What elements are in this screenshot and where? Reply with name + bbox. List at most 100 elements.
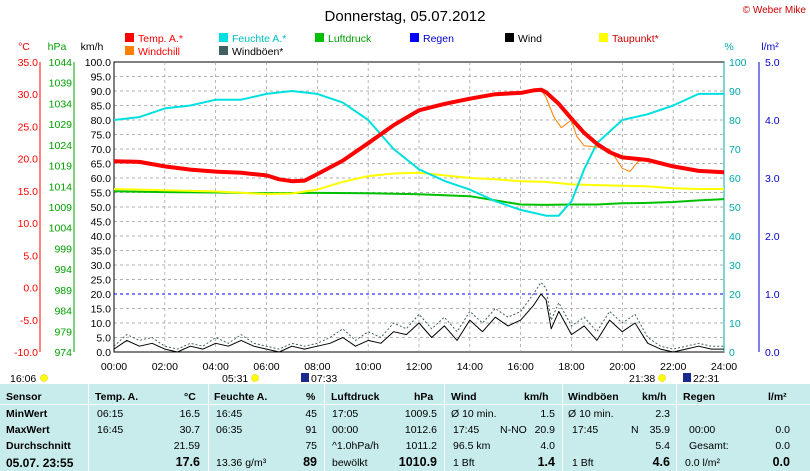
hum-tick-label: 10 xyxy=(729,318,741,330)
wind-tick-label: 0.0 xyxy=(96,347,111,359)
series-line-feuchte-a xyxy=(113,90,724,217)
temp-tick-label: -10.0 xyxy=(14,347,38,359)
x-tick-label: 02:00 xyxy=(152,361,178,373)
event-sunset: 21:38 xyxy=(629,373,655,384)
legend-swatch-dewpoint xyxy=(599,33,608,42)
wind-tick-label: 35.0 xyxy=(91,246,112,258)
wind-tick-label: 20.0 xyxy=(91,289,112,301)
x-tick-label: 06:00 xyxy=(253,361,279,373)
weather-chart: Donnerstag, 05.07.2012 © Weber Mike °C h… xyxy=(10,5,806,384)
x-tick-label: 24:00 xyxy=(711,361,737,373)
rain-tick-label: 2.0 xyxy=(765,231,780,243)
press-trend: ^1.0hPa/h xyxy=(332,440,379,452)
rain-tick-label: 5.0 xyxy=(765,57,780,69)
legend-label-gust: Windböen* xyxy=(232,46,283,58)
legend-label-humidity: Feuchte A.* xyxy=(232,33,286,45)
press-max-value: 1012.6 xyxy=(404,424,437,436)
wind-tick-label: 25.0 xyxy=(91,275,112,287)
rain-tick-label: 0.0 xyxy=(765,347,780,359)
x-tick-label: 04:00 xyxy=(203,361,229,373)
stats-header-hum-unit: % xyxy=(306,391,316,403)
hum-min-value: 45 xyxy=(305,408,317,420)
series-line-taupunkt xyxy=(113,171,724,196)
rain-current-value: 0.0 xyxy=(772,455,790,469)
hum-current-value: 89 xyxy=(303,455,317,469)
press-tick-label: 989 xyxy=(54,285,72,297)
event-moonset: 07:33 xyxy=(311,373,337,384)
temp-tick-label: 35.0 xyxy=(18,57,39,69)
temp-tick-label: 20.0 xyxy=(18,154,39,166)
wind-tick-label: 5.0 xyxy=(96,333,111,345)
hum-tick-label: 40 xyxy=(729,231,741,243)
legend-swatch-pressure xyxy=(315,33,324,42)
temp-axis-unit: °C xyxy=(18,41,30,53)
legend-swatch-temp xyxy=(125,33,134,42)
wind-tick-label: 60.0 xyxy=(91,173,112,185)
temp-tick-label: 0.0 xyxy=(23,283,38,295)
legend-label-temp: Temp. A.* xyxy=(138,33,183,45)
hum-avg-value: 75 xyxy=(305,440,317,452)
temp-tick-label: -5.0 xyxy=(20,315,38,327)
stats-header-wind-unit: km/h xyxy=(524,391,549,403)
legend-label-wind: Wind xyxy=(518,33,542,45)
stats-header-temp-unit: °C xyxy=(184,391,196,403)
temp-tick-label: 25.0 xyxy=(18,121,39,133)
rain-tick-label: 4.0 xyxy=(765,115,780,127)
wind-max-value: 20.9 xyxy=(534,424,555,436)
stats-header-wind: Wind xyxy=(451,391,477,403)
legend-swatch-windchill xyxy=(125,46,134,55)
press-min-time: 17:05 xyxy=(332,408,359,420)
astro-events: 16:06 05:31 07:33 21:38 22:31 xyxy=(10,373,719,384)
temp-current-value: 17.6 xyxy=(175,455,200,469)
hum-tick-label: 80 xyxy=(729,115,741,127)
legend-label-rain: Regen xyxy=(423,33,454,45)
gust-max-value: 35.9 xyxy=(649,424,670,436)
chart-grid xyxy=(113,61,725,353)
press-avg-value: 1011.2 xyxy=(405,440,437,452)
x-tick-label: 20:00 xyxy=(609,361,635,373)
hum-tick-label: 60 xyxy=(729,173,741,185)
wind-max-direction: N-NO xyxy=(500,424,527,436)
x-tick-label: 14:00 xyxy=(457,361,483,373)
hum-max-value: 91 xyxy=(305,424,317,436)
gust-avg10-value: 2.3 xyxy=(655,408,670,420)
press-tick-label: 1019 xyxy=(49,161,73,173)
x-tick-label: 12:00 xyxy=(406,361,432,373)
temp-max-time: 16:45 xyxy=(97,424,124,436)
rain-axis-unit: l/m² xyxy=(761,41,779,53)
series-line-windb-en xyxy=(113,281,724,350)
wind-tick-label: 65.0 xyxy=(91,159,112,171)
stats-header-press: Luftdruck xyxy=(331,391,380,403)
temp-tick-label: 30.0 xyxy=(18,89,39,101)
wind-tick-label: 95.0 xyxy=(91,72,112,84)
sunset-icon xyxy=(658,374,666,382)
wind-tick-label: 50.0 xyxy=(91,202,112,214)
wind-avg10-label: Ø 10 min. xyxy=(451,408,497,420)
gust-max-time: 17:45 xyxy=(572,424,599,436)
x-tick-label: 10:00 xyxy=(355,361,381,373)
temp-min-value: 16.5 xyxy=(179,408,200,420)
wind-tick-label: 90.0 xyxy=(91,86,112,98)
wind-tick-label: 75.0 xyxy=(91,130,112,142)
wind-distance: 96.5 km xyxy=(453,440,491,452)
rain-rate: 0.0 l/m² xyxy=(685,457,721,469)
stats-header-gust-unit: km/h xyxy=(642,391,667,403)
legend-swatch-gust xyxy=(219,46,228,55)
gust-beaufort: 1 Bft xyxy=(572,457,594,469)
press-tick-label: 974 xyxy=(54,347,72,359)
stats-header-hum: Feuchte A. xyxy=(214,391,268,403)
rain-total-value: 0.0 xyxy=(775,440,790,452)
wind-tick-label: 55.0 xyxy=(91,188,112,200)
temp-min-time: 06:15 xyxy=(97,408,124,420)
event-sunrise: 05:31 xyxy=(222,373,248,384)
press-tick-label: 999 xyxy=(54,243,72,255)
x-tick-label: 18:00 xyxy=(558,361,584,373)
press-tick-label: 1009 xyxy=(49,202,73,214)
press-sky-condition: bewölkt xyxy=(332,457,368,469)
hum-axis-unit: % xyxy=(724,41,733,53)
temp-tick-label: 10.0 xyxy=(18,218,39,230)
chart-title: Donnerstag, 05.07.2012 xyxy=(325,8,486,25)
wind-tick-label: 100.0 xyxy=(85,57,111,69)
chart-legend: Temp. A.* Feuchte A.* Luftdruck Regen Wi… xyxy=(125,33,659,58)
legend-swatch-humidity xyxy=(219,33,228,42)
